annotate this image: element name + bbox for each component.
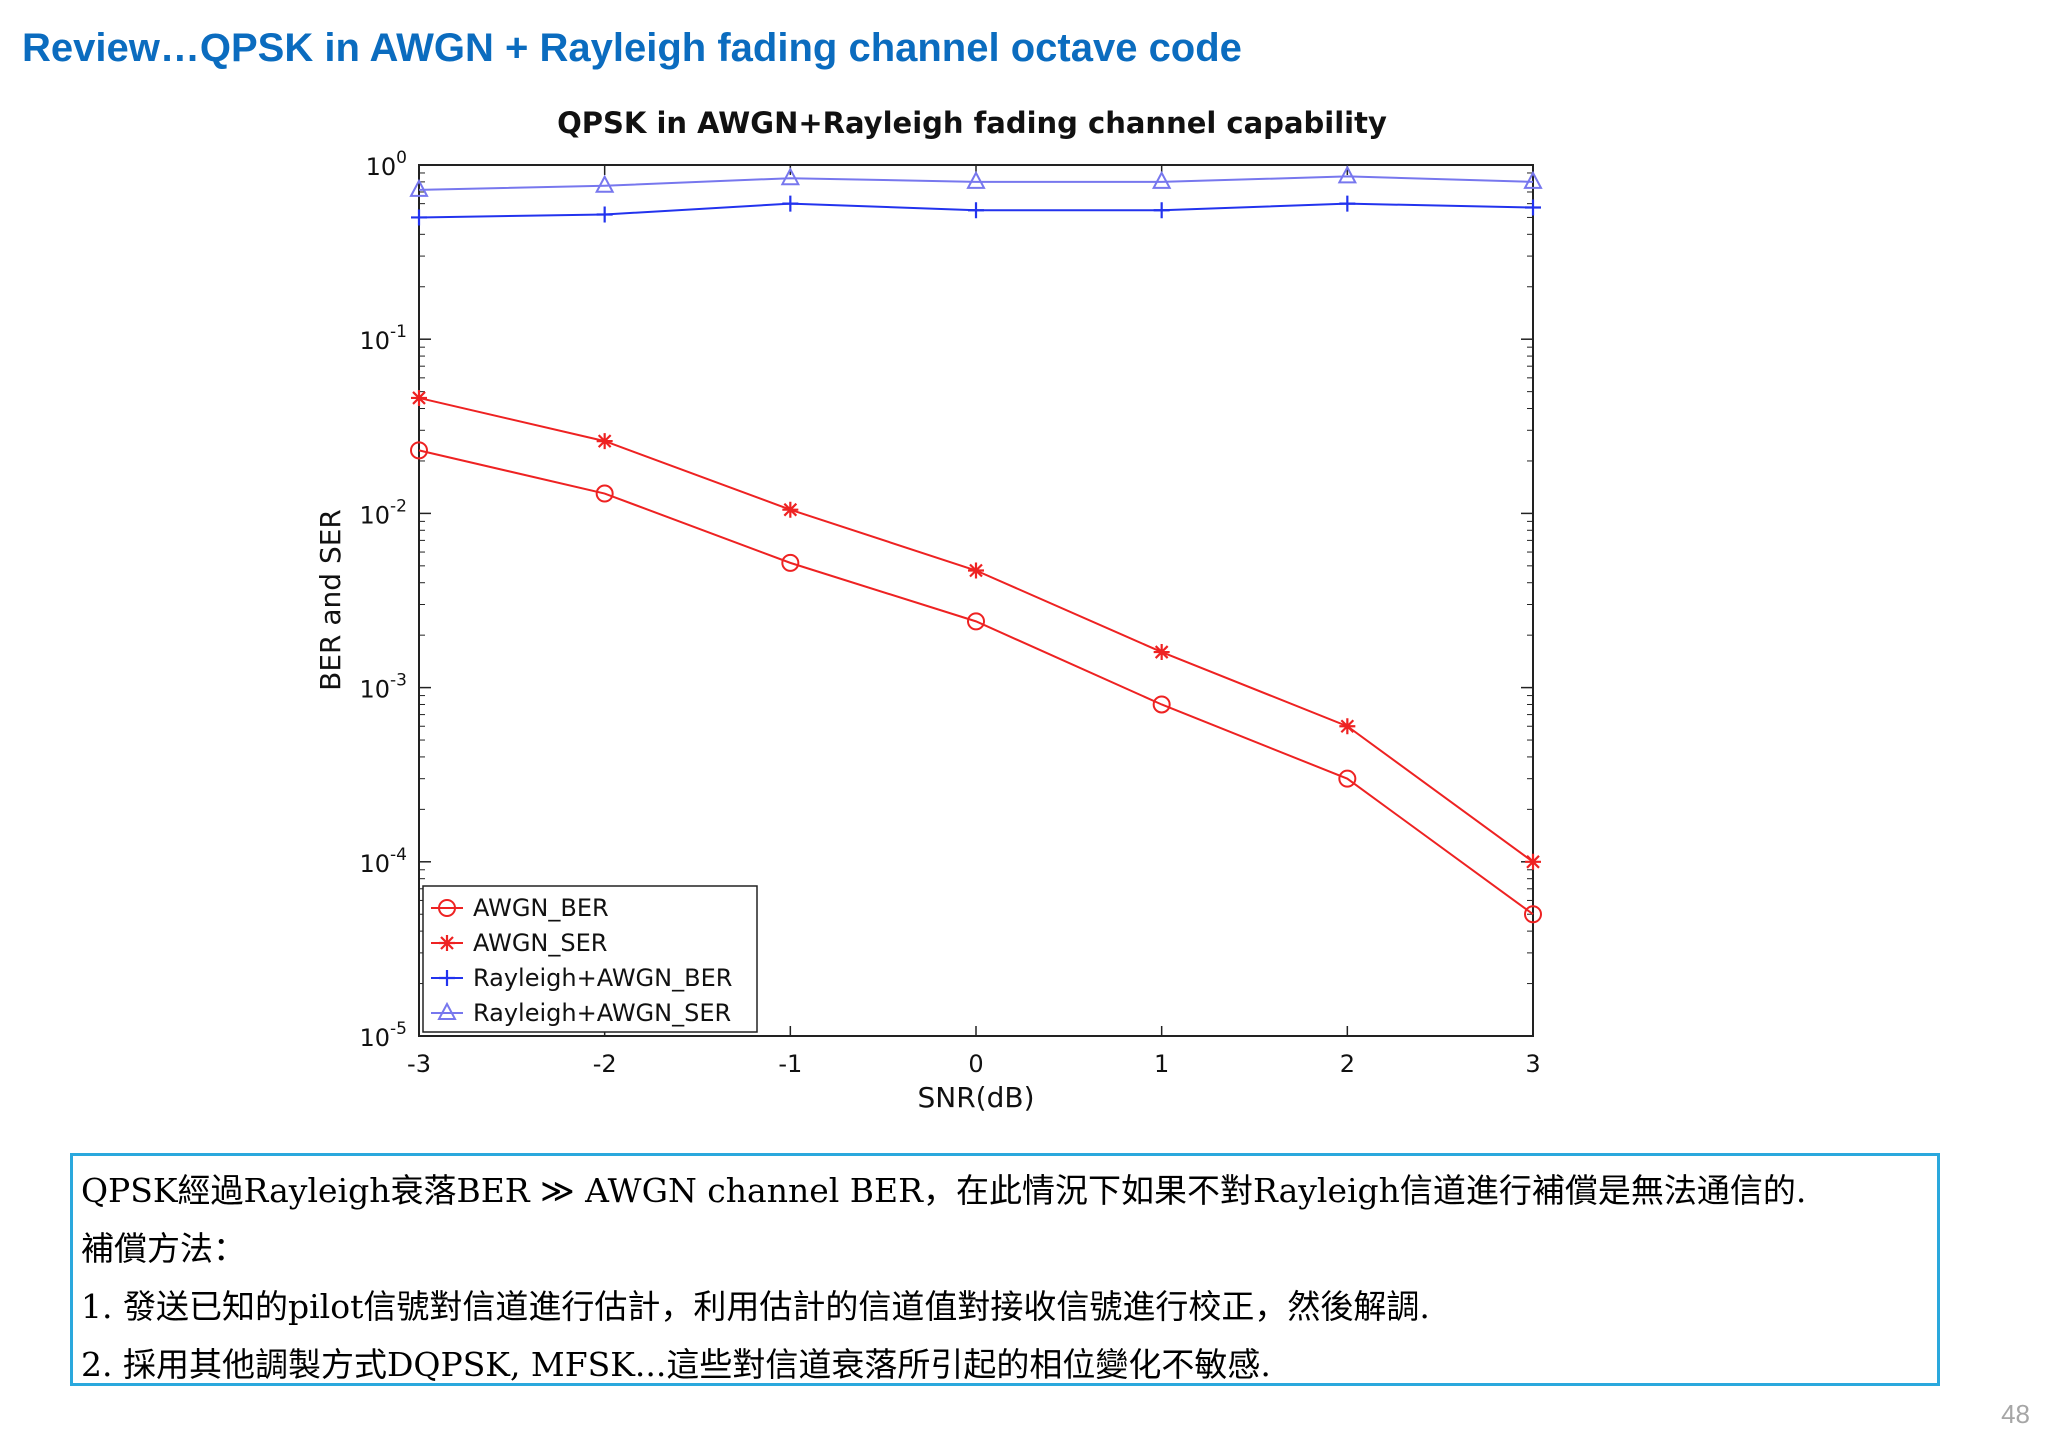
- legend-label: Rayleigh+AWGN_BER: [473, 964, 732, 992]
- data-point-awgn-ber: [1524, 905, 1542, 924]
- series-layer: [409, 165, 1543, 924]
- slide-title: Review…QPSK in AWGN + Rayleigh fading ch…: [22, 26, 1242, 70]
- data-point-rayleigh-awgn-ber: [968, 202, 984, 219]
- series-line-rayleigh-awgn-ser: [418, 175, 1534, 191]
- series-line-awgn-ber: [418, 449, 1534, 916]
- data-point-rayleigh-awgn-ser: [780, 167, 800, 186]
- legend-label: AWGN_SER: [473, 929, 607, 957]
- legend-marker: [439, 970, 455, 986]
- data-point-awgn-ber: [410, 441, 428, 460]
- legend-item-awgn-ber: AWGN_BER: [431, 894, 609, 922]
- y-tick-label: 10-1: [360, 322, 408, 355]
- data-point-awgn-ser: [968, 562, 984, 579]
- legend-marker: [438, 899, 456, 917]
- data-point-awgn-ber: [1152, 695, 1171, 714]
- legend-label: Rayleigh+AWGN_SER: [473, 999, 731, 1027]
- data-point-awgn-ber: [595, 484, 614, 503]
- legend-item-rayleigh-awgn-ser: Rayleigh+AWGN_SER: [431, 999, 731, 1027]
- data-point-awgn-ser: [1153, 644, 1170, 661]
- data-point-awgn-ber: [1338, 769, 1357, 788]
- data-point-rayleigh-awgn-ser: [1337, 165, 1358, 184]
- x-axis-label: SNR(dB): [917, 1081, 1034, 1114]
- data-point-rayleigh-awgn-ser: [409, 178, 429, 197]
- x-tick-label: 3: [1525, 1050, 1540, 1078]
- y-axis-label: BER and SER: [314, 509, 347, 691]
- legend-item-rayleigh-awgn-ber: Rayleigh+AWGN_BER: [431, 964, 732, 992]
- chart-title: QPSK in AWGN+Rayleigh fading channel cap…: [557, 106, 1387, 140]
- series-rayleigh-awgn-ser: [409, 165, 1543, 197]
- data-point-awgn-ber: [967, 612, 985, 631]
- ber-ser-chart: QPSK in AWGN+Rayleigh fading channel cap…: [314, 106, 1543, 1114]
- series-awgn-ser: [411, 389, 1541, 870]
- x-tick-label: -3: [407, 1050, 431, 1078]
- data-point-awgn-ser: [411, 389, 427, 406]
- y-tick-label: 10-5: [360, 1019, 408, 1052]
- x-tick-label: -2: [593, 1050, 617, 1078]
- data-point-rayleigh-awgn-ber: [411, 209, 427, 226]
- y-tick-label: 100: [366, 148, 407, 181]
- data-point-awgn-ser: [1339, 718, 1356, 735]
- data-point-rayleigh-awgn-ber: [1153, 202, 1170, 219]
- data-point-rayleigh-awgn-ser: [595, 174, 615, 193]
- note-line-method-heading: 補償方法：: [81, 1229, 246, 1268]
- data-point-awgn-ser: [596, 433, 613, 450]
- page-number: 48: [2001, 1399, 2030, 1429]
- legend-item-awgn-ser: AWGN_SER: [431, 929, 607, 957]
- notes-box: QPSK經過Rayleigh衰落BER ≫ AWGN channel BER，在…: [70, 1153, 1940, 1386]
- y-tick-label: 10-4: [360, 845, 408, 878]
- data-point-rayleigh-awgn-ser: [1151, 170, 1172, 189]
- note-line-method-1: 1. 發送已知的pilot信號對信道進行估計，利用估計的信道值對接收信號進行校正…: [81, 1287, 1430, 1326]
- x-tick-label: -1: [778, 1050, 802, 1078]
- x-tick-label: 2: [1340, 1050, 1355, 1078]
- series-rayleigh-awgn-ber: [411, 195, 1541, 226]
- legend-marker: [437, 1001, 457, 1020]
- x-tick-label: 0: [968, 1050, 983, 1078]
- data-point-awgn-ser: [1525, 853, 1541, 870]
- data-point-rayleigh-awgn-ber: [1525, 199, 1541, 216]
- note-line-comparison: QPSK經過Rayleigh衰落BER ≫ AWGN channel BER，在…: [81, 1171, 1807, 1210]
- data-point-rayleigh-awgn-ber: [782, 195, 799, 212]
- x-tick-label: 1: [1154, 1050, 1169, 1078]
- series-awgn-ber: [410, 441, 1542, 924]
- data-point-awgn-ser: [782, 501, 799, 518]
- legend-box: [422, 885, 758, 1033]
- legend-marker: [439, 935, 455, 951]
- y-tick-label: 10-3: [360, 671, 408, 704]
- data-point-rayleigh-awgn-ber: [1339, 195, 1356, 212]
- data-point-awgn-ber: [781, 553, 800, 572]
- data-point-rayleigh-awgn-ser: [966, 170, 986, 189]
- legend-label: AWGN_BER: [473, 894, 609, 922]
- note-line-method-2: 2. 採用其他調製方式DQPSK, MFSK...這些對信道衰落所引起的相位變化…: [81, 1345, 1271, 1384]
- legend: AWGN_BER AWGN_SER Rayleigh+AWGN_BER Rayleig…: [422, 885, 758, 1033]
- y-tick-label: 10-2: [360, 496, 408, 529]
- data-point-rayleigh-awgn-ber: [596, 206, 613, 223]
- data-point-rayleigh-awgn-ser: [1523, 170, 1543, 189]
